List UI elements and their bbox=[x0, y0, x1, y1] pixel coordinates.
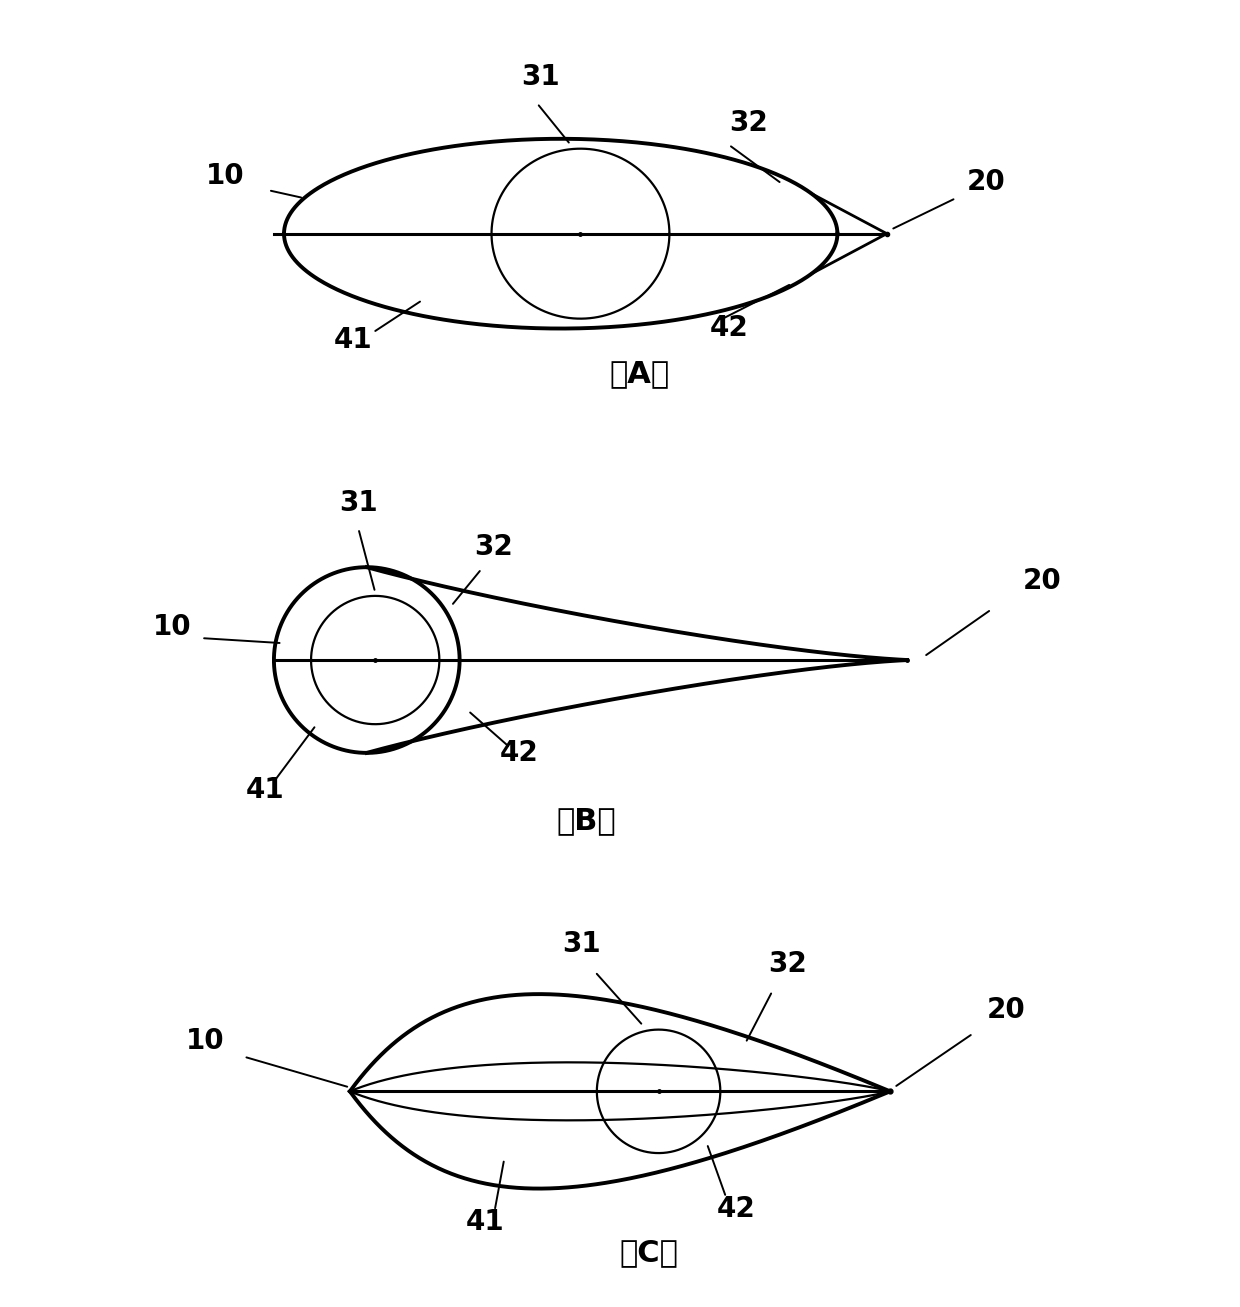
Text: 32: 32 bbox=[474, 533, 513, 562]
Text: 32: 32 bbox=[729, 108, 768, 137]
Text: （B）: （B） bbox=[557, 806, 616, 835]
Text: 10: 10 bbox=[186, 1027, 224, 1055]
Text: 10: 10 bbox=[154, 613, 192, 640]
Text: （A）: （A） bbox=[610, 359, 670, 388]
Text: 41: 41 bbox=[334, 327, 372, 354]
Text: 20: 20 bbox=[966, 169, 1004, 196]
Text: 42: 42 bbox=[500, 740, 538, 767]
Text: 31: 31 bbox=[522, 64, 560, 91]
Text: （C）: （C） bbox=[620, 1238, 678, 1266]
Text: 42: 42 bbox=[717, 1195, 755, 1223]
Text: 20: 20 bbox=[1023, 567, 1061, 595]
Text: 10: 10 bbox=[206, 162, 244, 191]
Text: 31: 31 bbox=[339, 490, 378, 518]
Text: 32: 32 bbox=[769, 950, 807, 978]
Text: 41: 41 bbox=[247, 776, 285, 805]
Text: 42: 42 bbox=[709, 315, 748, 342]
Text: 41: 41 bbox=[466, 1208, 505, 1236]
Text: 20: 20 bbox=[987, 996, 1025, 1023]
Text: 31: 31 bbox=[562, 931, 600, 958]
